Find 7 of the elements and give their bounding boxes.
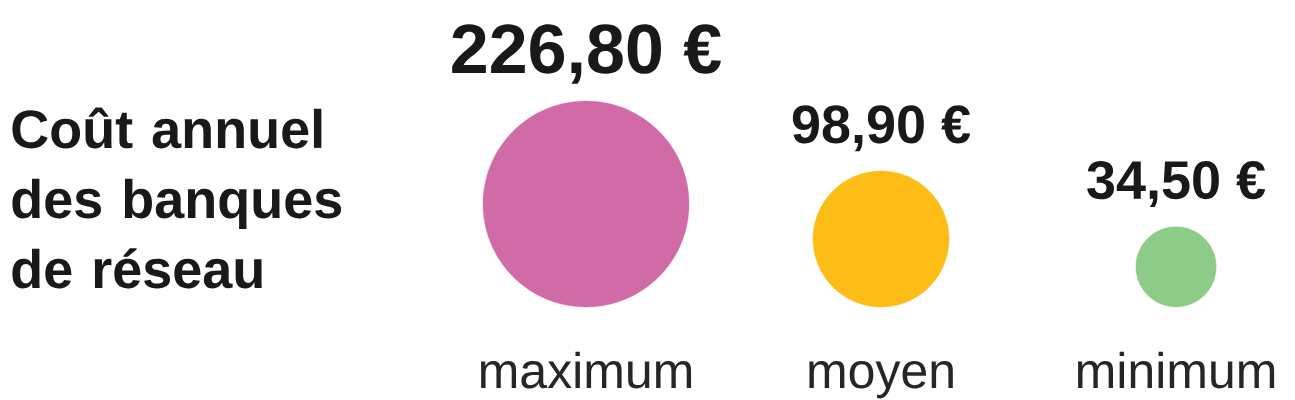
data-label: 34,50 € [1087, 160, 1266, 208]
data-label: 226,80 € [452, 24, 721, 84]
category-label: minimum [1077, 351, 1275, 389]
category-label: moyen [809, 361, 953, 399]
text: Coût annuel des banques de réseau [12, 107, 342, 289]
category-label: maximum [481, 351, 692, 389]
data-label: 98,90 € [792, 105, 971, 152]
